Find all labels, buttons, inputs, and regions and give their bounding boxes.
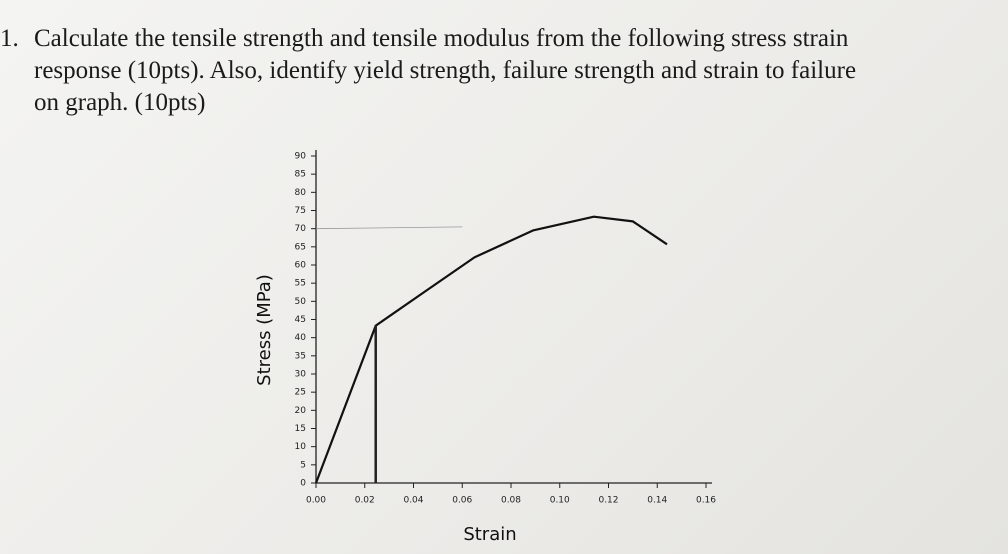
y-tick-label: 75 — [295, 206, 306, 216]
x-tick-label: 0.06 — [452, 496, 472, 506]
y-tick-label: 45 — [295, 315, 306, 325]
stress-strain-curve — [314, 215, 668, 484]
y-tick-label: 25 — [295, 388, 306, 398]
y-tick-label: 85 — [295, 170, 306, 180]
question-line: response (10pts). Also, identify yield s… — [34, 57, 856, 84]
y-tick-label: 20 — [295, 406, 307, 416]
question-line: Calculate the tensile strength and tensi… — [34, 25, 849, 52]
x-tick-label: 0.14 — [647, 496, 667, 506]
question-line: on graph. (10pts) — [34, 89, 206, 116]
y-tick-label: 65 — [295, 242, 306, 252]
y-tick-label: 15 — [295, 424, 306, 434]
x-tick-label: 0.12 — [598, 496, 618, 506]
question-number: 1. — [0, 25, 19, 52]
x-tick-label: 0.16 — [696, 496, 716, 506]
x-tick-label: 0.08 — [501, 496, 521, 506]
y-tick-label: 5 — [300, 460, 306, 470]
y-tick-label: 60 — [295, 261, 307, 271]
handwritten-mark — [315, 226, 463, 230]
x-tick-label: 0.10 — [550, 496, 570, 506]
y-tick-label: 10 — [295, 442, 307, 452]
y-tick-label: 30 — [295, 370, 307, 380]
y-tick-label: 35 — [295, 351, 306, 361]
y-tick-label: 50 — [295, 297, 307, 307]
y-tick-label: 90 — [295, 152, 307, 162]
x-tick-label: 0.02 — [355, 496, 375, 506]
y-tick-label: 40 — [295, 333, 307, 343]
x-tick-label: 0.00 — [306, 496, 326, 506]
y-tick-label: 0 — [300, 479, 306, 489]
x-tick-label: 0.04 — [403, 496, 423, 506]
x-axis-label: Strain — [463, 524, 516, 545]
y-tick-label: 70 — [295, 224, 307, 234]
y-tick-label: 55 — [295, 279, 306, 289]
y-axis-label: Stress (MPa) — [254, 274, 275, 386]
y-tick-label: 80 — [295, 188, 307, 198]
